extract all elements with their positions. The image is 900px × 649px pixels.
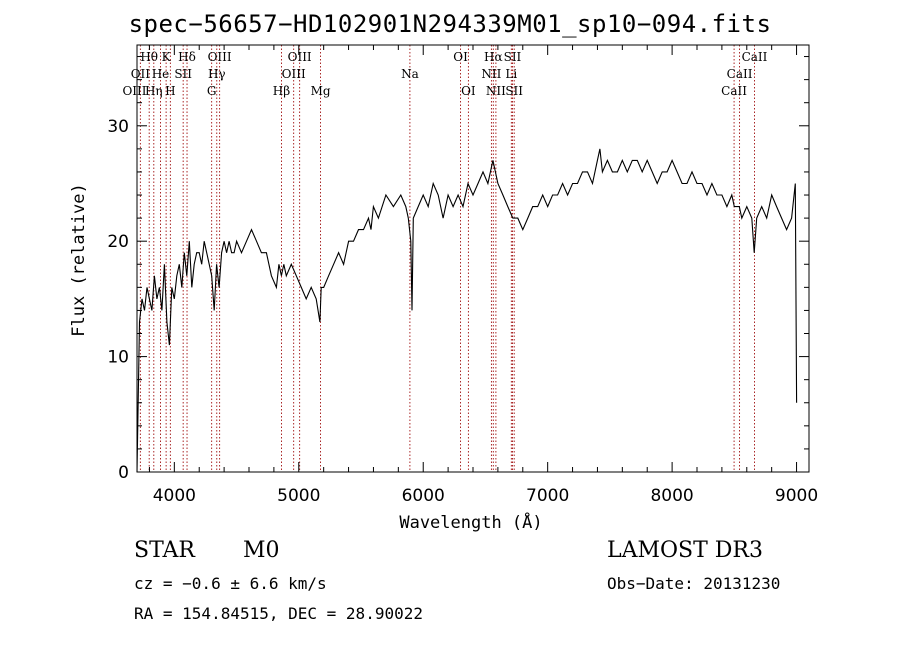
marker-label: CaII: [727, 67, 753, 81]
sky-coordinates: RA = 154.84515, DEC = 28.90022: [134, 604, 423, 623]
tick-label-group: 4000 5000 6000 7000 8000 9000 0 10 20 30: [107, 117, 818, 506]
x-tick-label: 6000: [402, 486, 445, 506]
marker-label: OIII: [122, 84, 146, 98]
marker-label: Mg: [311, 84, 331, 98]
marker-label: SII: [505, 84, 523, 98]
marker-label: OI: [453, 50, 468, 64]
marker-label: OIII: [208, 50, 232, 64]
marker-label: Hα: [484, 50, 503, 64]
spectrum-layer: [136, 148, 798, 473]
marker-label: Na: [401, 67, 419, 81]
chart-title: spec−56657−HD102901N294339M01_sp10−094.f…: [128, 10, 772, 38]
x-axis-label: Wavelength (Å): [399, 511, 542, 533]
marker-label: SII: [504, 50, 522, 64]
marker-label: SII: [174, 67, 192, 81]
marker-label: Hδ: [178, 50, 196, 64]
marker-label: Li: [505, 67, 517, 81]
marker-label: Hγ: [208, 67, 226, 81]
marker-label: H: [165, 84, 175, 98]
marker-label: Hθ: [140, 50, 158, 64]
spectrum-line: [136, 148, 798, 473]
object-subclass: M0: [243, 538, 280, 563]
marker-label: CaII: [742, 50, 768, 64]
x-tick-label: 9000: [775, 486, 818, 506]
marker-label: CaII: [721, 84, 747, 98]
object-type: STAR: [134, 538, 195, 563]
marker-label: OIII: [282, 67, 306, 81]
y-tick-label: 0: [118, 463, 129, 483]
survey-name: LAMOST DR3: [607, 538, 763, 563]
marker-label: OII: [131, 67, 151, 81]
marker-label: He: [152, 67, 170, 81]
marker-label: OIII: [288, 50, 312, 64]
redshift-velocity: cz = −0.6 ± 6.6 km/s: [134, 574, 327, 593]
marker-label: NII: [486, 84, 506, 98]
x-tick-label: 4000: [153, 486, 196, 506]
plot-frame: [136, 44, 810, 473]
y-tick-label: 20: [107, 232, 129, 252]
x-tick-label: 7000: [526, 486, 569, 506]
marker-label: Hη: [145, 84, 163, 98]
line-marker-group: [139, 45, 755, 472]
y-tick-label: 10: [107, 348, 129, 368]
tick-group: [137, 45, 809, 473]
marker-label: Hβ: [273, 84, 290, 98]
marker-label: K: [162, 50, 172, 64]
observation-date: Obs−Date: 20131230: [607, 574, 781, 593]
x-tick-label: 8000: [650, 486, 693, 506]
marker-label: OI: [461, 84, 476, 98]
marker-label: G: [207, 84, 217, 98]
y-axis-label: Flux (relative): [69, 183, 89, 337]
y-tick-label: 30: [107, 117, 129, 137]
marker-label: NII: [481, 67, 501, 81]
x-tick-label: 5000: [277, 486, 320, 506]
